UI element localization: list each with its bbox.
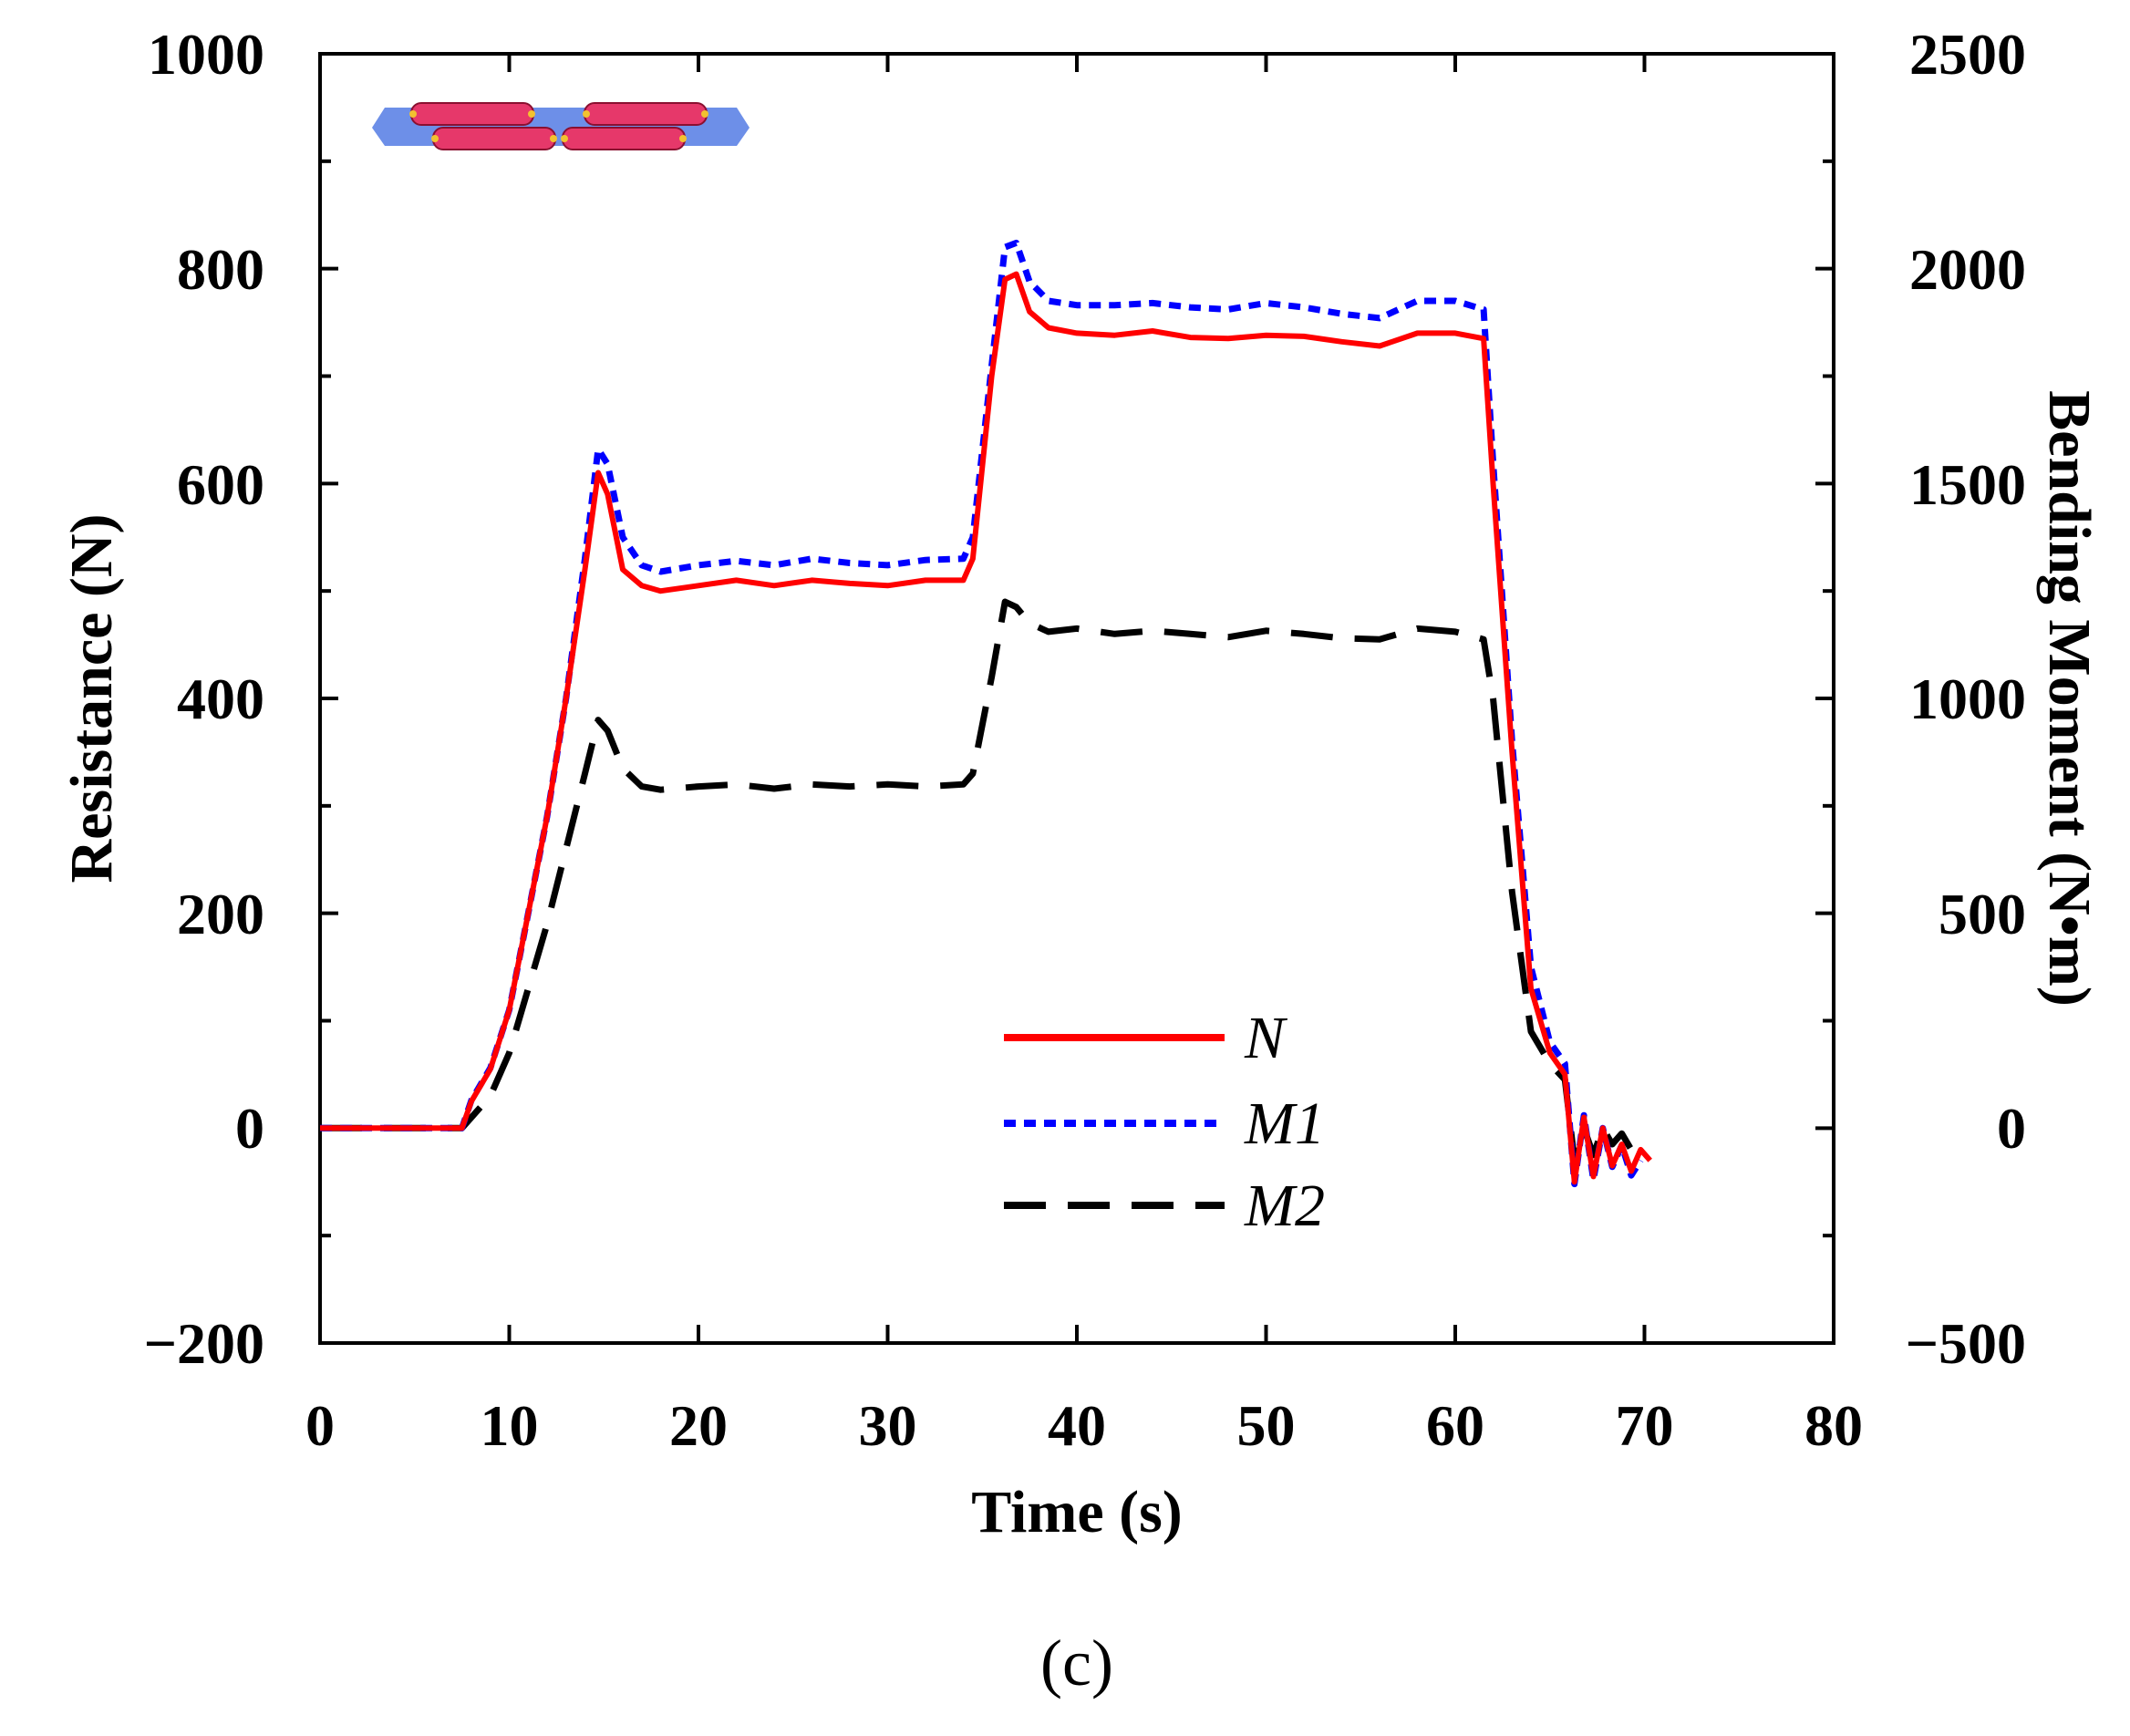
- x-axis-title: Time (s): [971, 1479, 1183, 1545]
- series-line-m2: [320, 598, 1643, 1164]
- x-tick-label: 30: [859, 1393, 917, 1458]
- legend-label-m2: M2: [1244, 1173, 1325, 1239]
- x-tick-label: 50: [1237, 1393, 1296, 1458]
- x-tick-label: 40: [1048, 1393, 1106, 1458]
- y-left-tick-label: 600: [177, 452, 264, 517]
- y-right-tick-label: 500: [1939, 882, 2026, 946]
- x-tick-label: 20: [669, 1393, 728, 1458]
- x-tick-label: 70: [1616, 1393, 1674, 1458]
- inset-schematic-icon: [372, 102, 750, 150]
- y-left-tick-labels: −200 0 200 400 600 800 1000: [144, 22, 264, 1376]
- y-right-tick-label: 0: [1997, 1096, 2026, 1161]
- y-left-tick-label: −200: [144, 1311, 264, 1376]
- y-left-tick-label: 800: [177, 237, 264, 302]
- y-left-axis-title: Resistance (N): [58, 513, 125, 883]
- y-left-tick-label: 0: [235, 1096, 264, 1161]
- legend-label-n: N: [1244, 1005, 1288, 1071]
- series-line-m1: [320, 239, 1644, 1188]
- x-tick-label: 0: [305, 1393, 335, 1458]
- legend-label-m1: M1: [1244, 1090, 1325, 1157]
- series-line-n: [320, 271, 1652, 1185]
- y-right-tick-label: −500: [1906, 1311, 2026, 1376]
- figure-caption: (c): [1040, 1627, 1113, 1700]
- x-tick-label: 80: [1804, 1393, 1863, 1458]
- tick-marks: [318, 52, 1835, 1345]
- y-right-tick-label: 1000: [1909, 666, 2026, 731]
- y-left-tick-label: 400: [177, 666, 264, 731]
- y-left-tick-label: 200: [177, 882, 264, 946]
- y-right-axis-title: Bending Moment (N•m): [2036, 390, 2103, 1007]
- x-tick-label: 60: [1426, 1393, 1484, 1458]
- y-right-tick-label: 2000: [1909, 237, 2026, 302]
- y-right-tick-labels: −500 0 500 1000 1500 2000 2500: [1906, 22, 2026, 1376]
- y-left-tick-label: 1000: [148, 22, 264, 87]
- x-tick-labels: 0 10 20 30 40 50 60 70 80: [305, 1393, 1863, 1458]
- x-tick-label: 10: [481, 1393, 539, 1458]
- y-right-tick-label: 1500: [1909, 452, 2026, 517]
- y-right-tick-label: 2500: [1909, 22, 2026, 87]
- legend: N M1 M2: [1004, 1005, 1325, 1239]
